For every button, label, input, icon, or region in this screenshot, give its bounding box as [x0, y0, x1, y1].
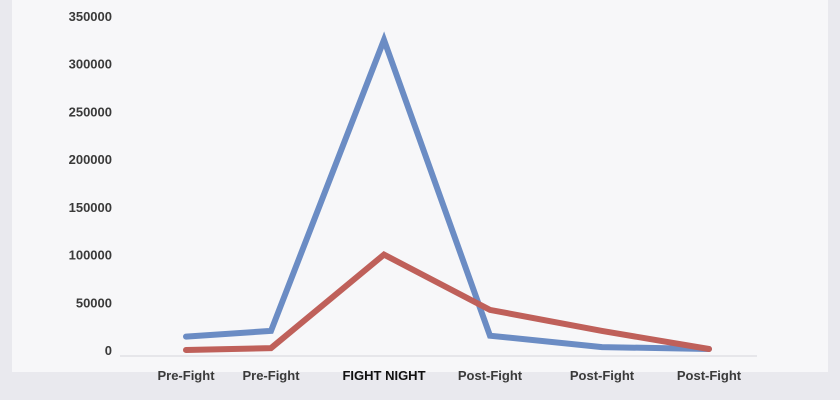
chart-panel: [12, 0, 828, 372]
y-tick-label: 100000: [69, 248, 112, 263]
x-category-label: Post-Fight: [458, 368, 523, 383]
y-tick-label: 200000: [69, 152, 112, 167]
y-tick-label: 350000: [69, 9, 112, 24]
series-line-2: [183, 251, 712, 353]
y-tick-label: 0: [105, 343, 112, 358]
y-axis-tick-labels: 0 50000 100000 150000 200000 250000 300000 3500…: [69, 9, 112, 358]
x-category-label: Pre-Fight: [242, 368, 300, 383]
x-axis-tick-labels: Pre-Fight Pre-Fight FIGHT NIGHT Post-Fight P…: [157, 368, 741, 383]
x-category-label: Post-Fight: [570, 368, 635, 383]
x-category-label: FIGHT NIGHT: [342, 368, 425, 383]
y-tick-label: 150000: [69, 200, 112, 215]
y-tick-label: 50000: [76, 295, 112, 310]
series-line-1: [183, 31, 712, 352]
x-category-label: Post-Fight: [677, 368, 742, 383]
y-tick-label: 300000: [69, 57, 112, 72]
x-category-label: Pre-Fight: [157, 368, 215, 383]
y-tick-label: 250000: [69, 104, 112, 119]
series-lines: [183, 31, 712, 353]
